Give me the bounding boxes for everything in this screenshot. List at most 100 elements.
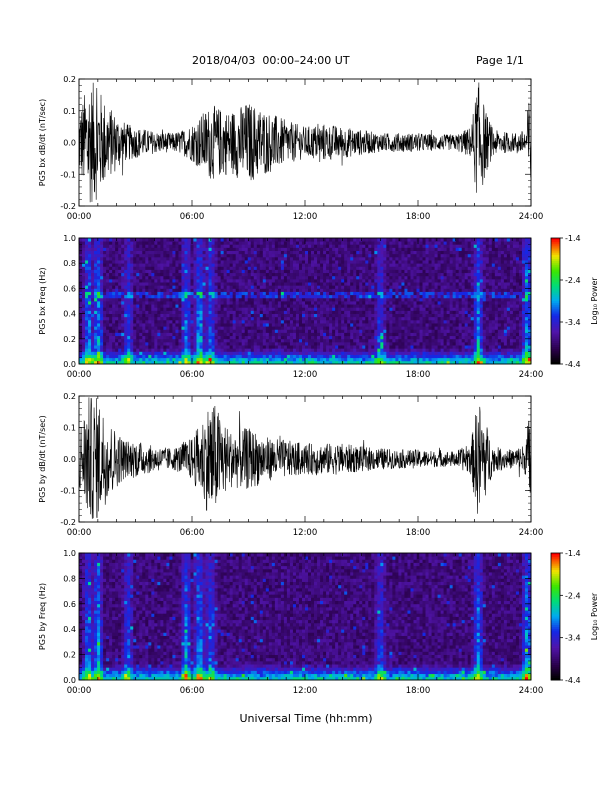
spectrogram-cell (416, 269, 420, 274)
spectrogram-cell (443, 266, 448, 270)
spectrogram-cell (205, 256, 209, 261)
spectrogram-cell (262, 316, 267, 321)
spectrogram-cell (124, 354, 128, 359)
spectrogram-cell (157, 348, 161, 352)
spectrogram-cell (286, 310, 291, 314)
spectrogram-cell (121, 316, 125, 321)
spectrogram-cell (151, 329, 155, 333)
spectrogram-cell (280, 313, 285, 318)
spectrogram-cell (250, 354, 255, 359)
spectrogram-cell (359, 250, 363, 255)
spectrogram-cell (359, 301, 363, 305)
spectrogram-cell (226, 266, 231, 270)
spectrogram-cell (115, 288, 119, 292)
spectrogram-cell (295, 266, 300, 270)
spectrogram-cell (238, 341, 243, 346)
spectrogram-cell (365, 272, 369, 277)
spectrogram-cell (317, 354, 321, 359)
spectrogram-cell (413, 357, 417, 362)
spectrogram-cell (187, 335, 191, 340)
spectrogram-cell (265, 260, 270, 264)
spectrogram-cell (148, 297, 152, 302)
spectrogram-cell (259, 316, 264, 321)
spectrogram-cell (163, 282, 167, 286)
spectrogram-cell (238, 269, 243, 274)
spectrogram-cell (172, 244, 176, 248)
spectrogram-cell (419, 269, 423, 274)
spectrogram-cell (241, 291, 246, 296)
spectrogram-cell (274, 297, 279, 302)
spectrogram-cell (226, 316, 231, 321)
spectrogram-cell (250, 291, 255, 296)
spectrogram-cell (277, 313, 282, 318)
spectrogram-cell (241, 238, 246, 242)
spectrogram-cell (133, 351, 137, 355)
spectrogram-cell (154, 304, 158, 308)
spectrogram-cell (238, 313, 243, 318)
spectrogram-cell (268, 348, 273, 352)
spectrogram-cell (344, 341, 348, 346)
spectrogram-cell (365, 348, 369, 352)
spectrogram-cell (109, 354, 113, 359)
spectrogram-cell (362, 310, 366, 314)
spectrogram-cell (317, 335, 321, 340)
spectrogram-cell (166, 332, 170, 337)
spectrogram-cell (295, 285, 300, 289)
spectrogram-cell (163, 266, 167, 270)
spectrogram-cell (247, 238, 252, 242)
spectrogram-cell (127, 310, 131, 314)
spectrogram-cell (277, 323, 282, 327)
spectrogram-cell (97, 263, 101, 267)
spectrogram-cell (283, 244, 288, 248)
spectrogram-cell (395, 326, 399, 330)
spectrogram-cell (410, 357, 414, 362)
spectrogram-cell (118, 357, 122, 362)
spectrogram-cell (202, 272, 206, 277)
spectrogram-cell (199, 241, 203, 245)
spectrogram-cell (341, 345, 345, 349)
spectrogram-cell (392, 354, 396, 359)
spectrogram-cell (440, 310, 445, 314)
spectrogram-cell (139, 332, 143, 337)
spectrogram-cell (265, 241, 270, 245)
spectrogram-cell (280, 332, 285, 337)
spectrogram-cell (298, 253, 303, 258)
spectrogram-cell (301, 278, 306, 283)
spectrogram-cell (193, 326, 197, 330)
spectrogram-cell (419, 285, 423, 289)
spectrogram-cell (407, 348, 411, 352)
spectrogram-cell (163, 260, 167, 264)
spectrogram-cell (437, 244, 441, 248)
spectrogram-cell (320, 360, 324, 365)
spectrogram-cell (229, 278, 234, 283)
spectrogram-cell (238, 335, 243, 340)
spectrogram-cell (109, 304, 113, 308)
spectrogram-cell (193, 291, 197, 296)
spectrogram-cell (383, 313, 387, 318)
spectrogram-cell (265, 291, 270, 296)
spectrogram-cell (259, 244, 264, 248)
spectrogram-cell (79, 278, 83, 283)
spectrogram-cell (226, 288, 231, 292)
spectrogram-cell (145, 304, 149, 308)
spectrogram-cell (103, 260, 107, 264)
spectrogram-cell (389, 244, 393, 248)
spectrogram-cell (410, 360, 414, 365)
spectrogram-cell (139, 319, 143, 324)
spectrogram-cell (187, 269, 191, 274)
spectrogram-cell (386, 238, 390, 242)
spectrogram-cell (142, 348, 146, 352)
spectrogram-cell (305, 335, 309, 340)
spectrogram-cell (404, 316, 408, 321)
spectrogram-cell (190, 282, 194, 286)
spectrogram-cell (79, 319, 83, 324)
spectrogram-cell (88, 329, 92, 333)
spectrogram-cell (416, 297, 420, 302)
spectrogram-cell (259, 278, 264, 283)
spectrogram-cell (338, 345, 342, 349)
spectrogram-cell (440, 338, 445, 343)
spectrogram-cell (368, 291, 372, 296)
spectrogram-cell (229, 360, 234, 365)
spectrogram-cell (112, 332, 116, 337)
